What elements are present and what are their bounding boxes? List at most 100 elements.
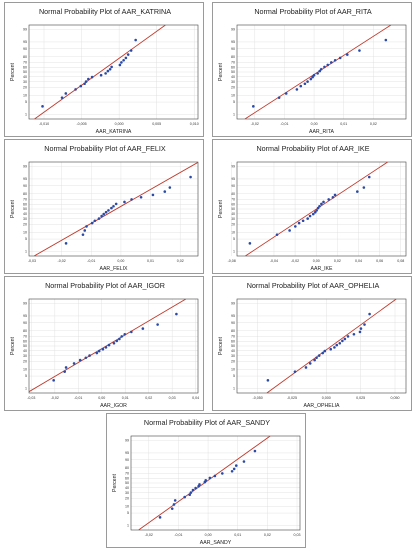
data-point — [221, 472, 224, 475]
data-point — [322, 200, 325, 204]
x-tick-label: 0,06 — [376, 259, 383, 263]
y-tick-label: 95 — [23, 177, 27, 181]
y-tick-label: 90 — [231, 47, 235, 51]
data-point — [104, 72, 107, 75]
data-point — [277, 96, 281, 99]
y-tick-label: 99 — [23, 302, 27, 306]
x-tick-label: 0,02 — [145, 396, 152, 400]
y-tick-label: 30 — [23, 80, 27, 84]
x-tick-label: -0,010 — [39, 122, 49, 126]
x-tick-label: 0,005 — [152, 122, 161, 126]
y-tick-label: 50 — [231, 344, 235, 348]
chart-title: Normal Probability Plot of AAR_IKE — [256, 144, 369, 153]
data-point — [191, 488, 195, 492]
y-tick-label: 80 — [231, 192, 235, 196]
data-point — [102, 212, 106, 216]
y-tick-label: 30 — [231, 217, 235, 221]
data-point — [118, 337, 121, 341]
y-tick-label: 5 — [25, 237, 27, 241]
data-point — [359, 327, 363, 330]
y-tick-label: 30 — [23, 354, 27, 358]
y-tick-label: 60 — [231, 203, 235, 207]
chart-panel-katrina: Normal Probability Plot of AAR_KATRINA 1 5… — [4, 2, 204, 137]
chart-svg: Normal Probability Plot of AAR_RITA 1 5 10 2… — [218, 7, 407, 135]
plot-frame — [28, 24, 199, 120]
data-point — [306, 80, 309, 83]
data-point — [100, 214, 103, 218]
data-point — [315, 356, 318, 360]
data-point — [83, 82, 86, 86]
x-tick-label: 0,04 — [192, 396, 199, 400]
data-point — [232, 467, 236, 471]
y-tick-label: 50 — [23, 70, 27, 74]
data-point — [107, 209, 110, 212]
chart-title: Normal Probability Plot of AAR_OPHELIA — [247, 281, 380, 290]
data-point — [189, 491, 193, 494]
x-tick-label: -0,02 — [145, 533, 153, 537]
data-point — [124, 56, 128, 60]
data-point — [115, 339, 119, 343]
data-point — [341, 339, 344, 343]
y-tick-label: 40 — [231, 349, 235, 353]
data-point — [168, 186, 172, 189]
chart-title: Normal Probability Plot of AAR_FELIX — [44, 144, 166, 153]
data-point — [213, 474, 217, 478]
plot-frame — [130, 435, 301, 531]
data-point — [97, 349, 101, 353]
y-tick-label: 80 — [231, 329, 235, 333]
data-point — [326, 63, 330, 67]
y-tick-label: 1 — [25, 250, 27, 254]
data-point — [120, 335, 124, 338]
data-point — [123, 200, 126, 204]
y-tick-label: 20 — [23, 86, 27, 90]
data-point — [63, 370, 66, 373]
data-point — [335, 343, 339, 347]
y-tick-label: 80 — [23, 192, 27, 196]
data-point — [110, 65, 113, 69]
data-point — [90, 221, 94, 225]
y-tick-label: 40 — [125, 486, 129, 490]
data-point — [158, 516, 162, 519]
data-point — [208, 476, 212, 480]
y-tick-label: 60 — [125, 477, 129, 481]
data-point — [72, 362, 76, 365]
data-point — [301, 219, 305, 223]
y-tick-label: 70 — [23, 198, 27, 202]
data-point — [313, 210, 317, 214]
chart-panel-igor: Normal Probability Plot of AAR_IGOR 1 5 10 2… — [4, 276, 204, 411]
y-tick-label: 90 — [23, 321, 27, 325]
data-point — [194, 486, 197, 490]
data-point — [318, 69, 322, 73]
y-tick-label: 20 — [231, 360, 235, 364]
y-tick-label: 99 — [231, 165, 235, 169]
data-point — [266, 379, 270, 382]
data-point — [297, 221, 301, 225]
x-tick-label: -0,01 — [74, 396, 82, 400]
y-tick-label: 99 — [23, 28, 27, 32]
chart-panel-sandy: Normal Probability Plot of AAR_SANDY 1 5 10… — [106, 413, 306, 548]
data-point — [130, 330, 133, 334]
y-tick-label: 20 — [231, 86, 235, 90]
data-point — [309, 77, 313, 81]
fit-line — [33, 162, 198, 256]
data-point — [64, 242, 68, 245]
y-tick-label: 60 — [231, 340, 235, 344]
data-point — [248, 242, 252, 245]
data-point — [129, 49, 133, 52]
plot-frame — [28, 298, 199, 394]
data-point — [173, 499, 177, 502]
data-point — [130, 198, 133, 201]
y-tick-label: 40 — [231, 75, 235, 79]
x-axis-label: AAR_RITA — [309, 129, 335, 135]
data-point — [112, 204, 115, 208]
data-point — [333, 58, 337, 62]
data-point — [362, 186, 366, 189]
x-tick-label: -0,025 — [287, 396, 297, 400]
y-axis-label: Percent — [112, 474, 118, 492]
fit-line — [244, 25, 392, 119]
y-tick-label: 30 — [125, 491, 129, 495]
fit-line — [266, 299, 397, 393]
data-point — [64, 366, 68, 369]
x-tick-label: 0,02 — [334, 259, 341, 263]
x-tick-label: 0,08 — [397, 259, 404, 263]
